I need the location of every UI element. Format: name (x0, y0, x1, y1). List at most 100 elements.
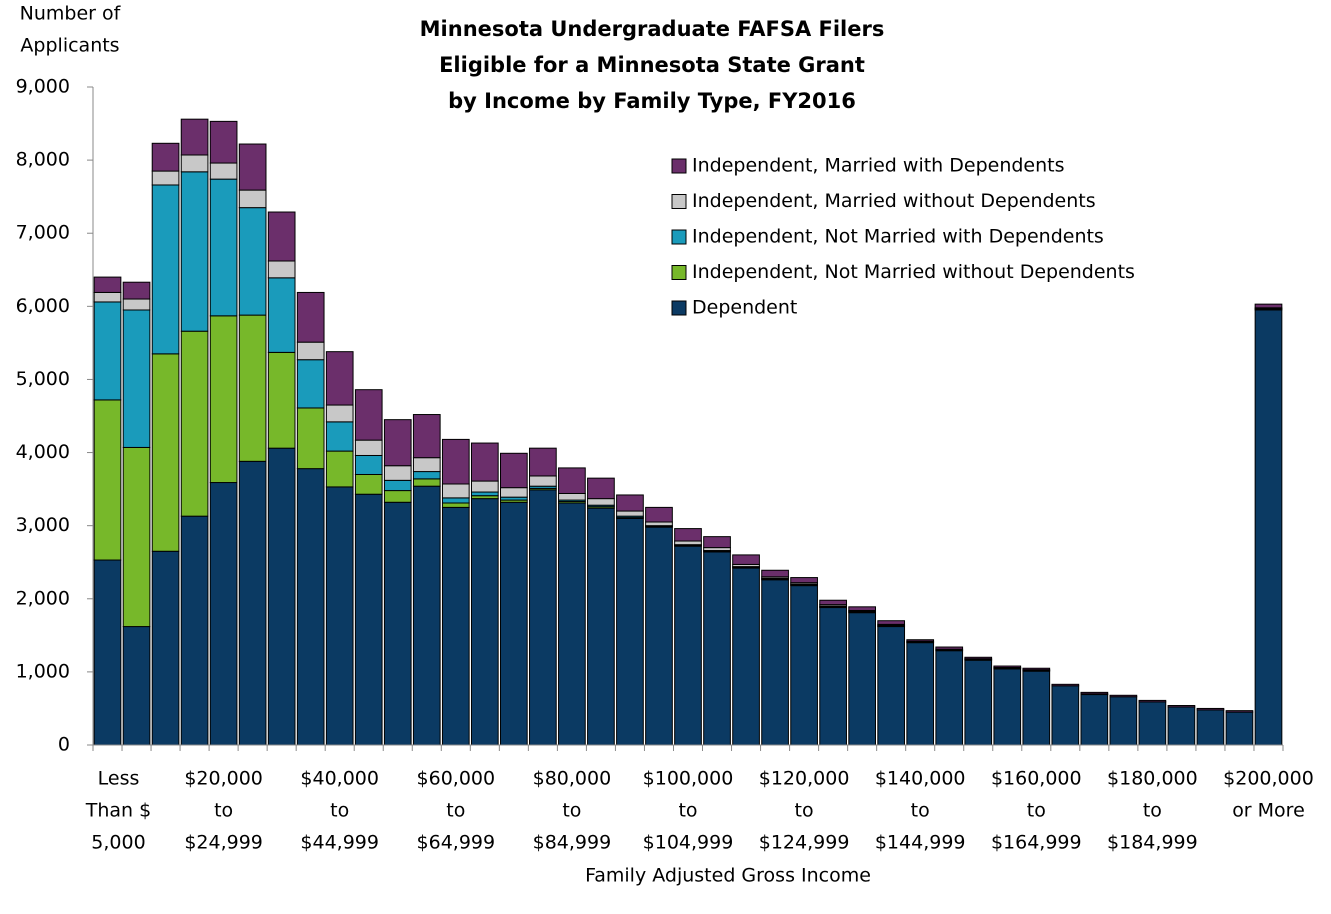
bar-segment (296, 291, 325, 343)
bar-segment (180, 515, 209, 746)
x-tick-label: to (1027, 800, 1046, 822)
bar-segment (296, 407, 325, 470)
bar-segment (470, 498, 499, 746)
x-tick-label: $84,999 (533, 832, 612, 854)
bar-segment (500, 452, 528, 489)
bar-segment (209, 178, 238, 317)
bar-segment (558, 467, 586, 494)
bar-segment (819, 599, 847, 606)
y-tick-label: 3,000 (16, 514, 70, 536)
bar-segment (93, 399, 122, 561)
bar-segment (180, 118, 209, 156)
bar-segment (441, 438, 470, 485)
y-tick-label: 4,000 (16, 441, 70, 463)
bar-segment (529, 447, 557, 477)
bar-segment (325, 351, 354, 406)
y-tick-label: 7,000 (16, 222, 70, 244)
bar-segment (151, 184, 180, 355)
legend-label: Independent, Married with Dependents (692, 155, 1065, 177)
x-tick-label: to (795, 800, 814, 822)
bar-segment (296, 341, 325, 361)
bar-segment (732, 554, 760, 565)
bar-segment (151, 353, 180, 552)
bar-segment (790, 585, 818, 746)
bar-segment (1225, 711, 1254, 746)
bar-segment (500, 501, 528, 746)
bar-segment (325, 486, 354, 746)
bar-segment (645, 521, 673, 527)
bar-segment (935, 646, 964, 650)
x-tick-label: $80,000 (533, 768, 612, 790)
bar-segment (93, 559, 122, 746)
bar-segment (122, 281, 151, 300)
x-tick-label: $180,000 (1107, 768, 1198, 790)
chart-title: Minnesota Undergraduate FAFSA Filers (420, 17, 885, 41)
x-tick-label: $100,000 (643, 768, 734, 790)
legend-label: Dependent (692, 297, 797, 319)
bar-segment (1225, 710, 1254, 713)
bar-segment (209, 120, 238, 164)
bar-segment (964, 659, 993, 746)
bar-segment (470, 480, 499, 493)
bar-segment (674, 540, 702, 546)
bar-segment (500, 487, 528, 498)
bar-segment (587, 507, 615, 746)
legend-label: Independent, Married without Dependents (692, 190, 1096, 212)
bar-segment (848, 612, 876, 746)
bar-segment (1254, 309, 1283, 746)
bar-segment (151, 170, 180, 186)
bar-segment (993, 668, 1022, 746)
x-tick-label: $164,999 (991, 832, 1082, 854)
x-tick-label: $160,000 (991, 768, 1082, 790)
bar-segment (1022, 670, 1051, 746)
bar-segment (354, 454, 383, 475)
bar-segment (616, 510, 644, 517)
y-axis-label: Applicants (20, 35, 119, 57)
x-tick-label: $20,000 (184, 768, 263, 790)
bar-segment (906, 642, 935, 746)
y-axis-label: Number of (20, 3, 122, 25)
legend-swatch (671, 229, 687, 245)
x-tick-label: to (214, 800, 233, 822)
bar-segment (267, 277, 296, 353)
legend-swatch (671, 300, 687, 316)
bar-segment (180, 171, 209, 332)
x-tick-label: or More (1232, 800, 1305, 822)
y-tick-label: 1,000 (16, 660, 70, 682)
x-tick-label: $140,000 (875, 768, 966, 790)
bar-segment (587, 498, 615, 506)
bar-segment (761, 569, 789, 578)
bar-segment (1138, 701, 1167, 746)
bar-segment (703, 551, 731, 746)
legend-label: Independent, Not Married without Depende… (692, 261, 1135, 283)
bar-segment (935, 650, 964, 746)
bar-segment (848, 606, 876, 611)
bar-segment (558, 492, 586, 501)
bar-segment (441, 506, 470, 746)
bar-segment (354, 493, 383, 746)
bar-segment (964, 656, 993, 660)
bar-segment (238, 314, 267, 462)
bar-segment (354, 389, 383, 441)
bar-segment (616, 517, 644, 746)
x-tick-label: $60,000 (417, 768, 496, 790)
bar-segment (412, 485, 441, 746)
bar-segment (238, 207, 267, 316)
bar-segment (1138, 699, 1167, 703)
bar-segment (1022, 667, 1051, 671)
x-tick-label: to (446, 800, 465, 822)
x-tick-label: to (1143, 800, 1162, 822)
y-tick-label: 9,000 (16, 76, 70, 98)
bar-segment (383, 479, 412, 492)
bar-segment (354, 439, 383, 456)
y-tick-label: 6,000 (16, 295, 70, 317)
x-tick-label: to (678, 800, 697, 822)
bar-segment (441, 483, 470, 499)
bar-segment (1109, 694, 1138, 698)
bar-segment (412, 478, 441, 487)
bar-segment (558, 502, 586, 746)
x-tick-label: $184,999 (1107, 832, 1198, 854)
chart-title: Eligible for a Minnesota State Grant (439, 53, 865, 77)
bar-segment (325, 450, 354, 488)
